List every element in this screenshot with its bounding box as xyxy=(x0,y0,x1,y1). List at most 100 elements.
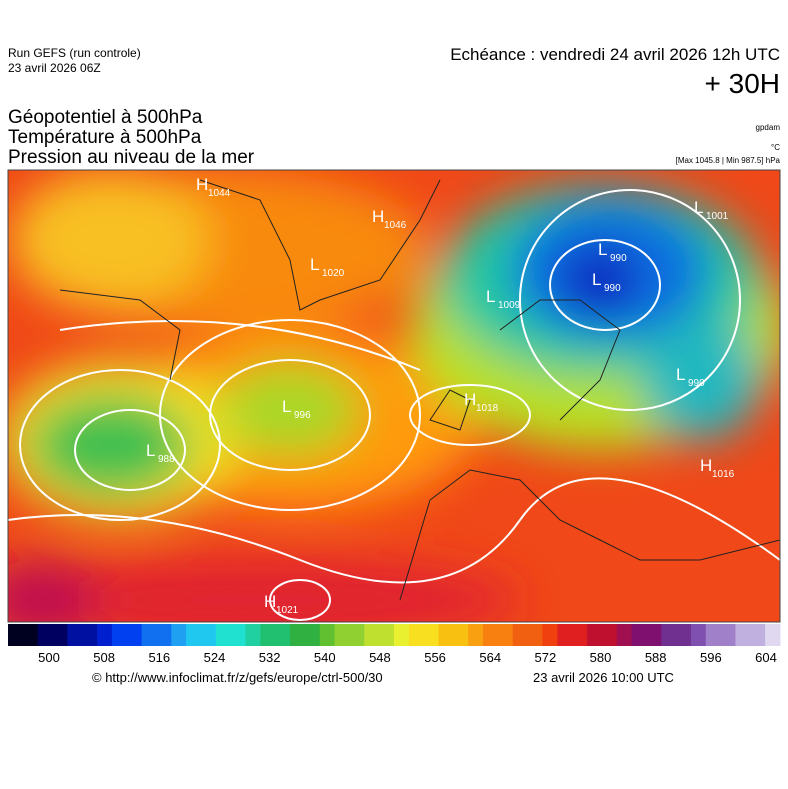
colorbar-swatch xyxy=(750,624,766,646)
system-value: 990 xyxy=(688,378,705,389)
system-value: 996 xyxy=(294,410,311,421)
field xyxy=(8,170,780,622)
colorbar-swatch xyxy=(483,624,499,646)
lead-time: + 30H xyxy=(704,68,781,99)
title-1: Géopotentiel à 500hPa xyxy=(8,107,203,128)
colorbar-swatch xyxy=(661,624,677,646)
colorbar-swatch xyxy=(690,624,707,646)
colorbar: 500 508 516 524 532 540 548 556 564 572 580 588 596 6… xyxy=(8,624,781,665)
system-symbol: H xyxy=(196,175,208,194)
system-value: 1018 xyxy=(476,403,499,414)
colorbar-tick-label: 540 xyxy=(314,650,336,665)
colorbar-swatch xyxy=(453,624,469,646)
colorbar-swatch xyxy=(572,624,588,646)
colorbar-swatch xyxy=(111,624,128,646)
system-symbol: L xyxy=(486,287,495,306)
colorbar-swatch xyxy=(230,624,247,646)
colorbar-swatch xyxy=(156,624,172,646)
colorbar-swatch xyxy=(646,624,662,646)
colorbar-tick-label: 596 xyxy=(700,650,722,665)
colorbar-swatch xyxy=(349,624,365,646)
colorbar-swatch xyxy=(141,624,157,646)
system-value: 1016 xyxy=(712,469,735,480)
colorbar-swatch xyxy=(720,624,736,646)
colorbar-swatch xyxy=(408,624,425,646)
colorbar-swatch xyxy=(22,624,39,646)
colorbar-tick-label: 604 xyxy=(755,650,777,665)
run-date: 23 avril 2026 06Z xyxy=(8,61,101,75)
system-value: 990 xyxy=(604,283,621,294)
colorbar-tick-label: 588 xyxy=(645,650,667,665)
footer-source: © http://www.infoclimat.fr/z/gefs/europe… xyxy=(92,670,383,685)
colorbar-swatch xyxy=(601,624,618,646)
system-value: 1001 xyxy=(706,211,729,222)
colorbar-swatch xyxy=(82,624,98,646)
title-3: Pression au niveau de la mer xyxy=(8,147,255,168)
title-2: Température à 500hPa xyxy=(8,127,202,148)
colorbar-swatch xyxy=(765,624,781,646)
colorbar-swatch xyxy=(379,624,395,646)
system-value: 1021 xyxy=(276,605,299,616)
system-symbol: L xyxy=(598,240,607,259)
system-value: 990 xyxy=(610,253,627,264)
system-value: 1009 xyxy=(498,300,521,311)
colorbar-swatch xyxy=(631,624,647,646)
unit-pressure: [Max 1045.8 | Min 987.5] hPa xyxy=(675,156,780,165)
unit-temp: °C xyxy=(771,143,780,152)
system-value: 1046 xyxy=(384,220,407,231)
colorbar-swatch xyxy=(8,624,24,646)
system-symbol: L xyxy=(146,441,155,460)
system-symbol: H xyxy=(372,207,384,226)
system-symbol: H xyxy=(700,456,712,475)
colorbar-swatch xyxy=(304,624,321,646)
colorbar-swatch xyxy=(423,624,440,646)
colorbar-swatch xyxy=(616,624,633,646)
colorbar-tick-label: 532 xyxy=(259,650,281,665)
colorbar-swatch xyxy=(587,624,603,646)
run-label: Run GEFS (run controle) xyxy=(8,46,141,60)
colorbar-swatch xyxy=(275,624,291,646)
colorbar-swatch xyxy=(67,624,83,646)
colorbar-swatch xyxy=(37,624,54,646)
colorbar-swatch xyxy=(512,624,529,646)
colorbar-swatch xyxy=(334,624,350,646)
unit-gpdam: gpdam xyxy=(755,123,780,132)
colorbar-swatch xyxy=(52,624,68,646)
system-symbol: L xyxy=(592,270,601,289)
system-symbol: L xyxy=(282,397,291,416)
system-symbol: L xyxy=(676,365,685,384)
system-symbol: L xyxy=(694,198,703,217)
colorbar-tick-label: 500 xyxy=(38,650,60,665)
colorbar-tick-label: 572 xyxy=(535,650,557,665)
colorbar-swatch xyxy=(364,624,380,646)
colorbar-tick-label: 580 xyxy=(590,650,612,665)
colorbar-swatch xyxy=(126,624,143,646)
map-frame xyxy=(7,169,781,623)
colorbar-swatch xyxy=(394,624,410,646)
echeance: Echéance : vendredi 24 avril 2026 12h UT… xyxy=(450,45,780,64)
colorbar-tick-label: 524 xyxy=(204,650,226,665)
colorbar-swatch xyxy=(201,624,217,646)
colorbar-tick-label: 508 xyxy=(93,650,115,665)
system-value: 1044 xyxy=(208,188,231,199)
colorbar-swatch xyxy=(245,624,261,646)
colorbar-tick-label: 564 xyxy=(479,650,501,665)
colorbar-swatch xyxy=(705,624,722,646)
footer-issued: 23 avril 2026 10:00 UTC xyxy=(533,670,674,685)
colorbar-swatch xyxy=(260,624,276,646)
colorbar-swatch xyxy=(186,624,202,646)
colorbar-tick-label: 516 xyxy=(148,650,170,665)
colorbar-swatch xyxy=(290,624,306,646)
system-value: 1020 xyxy=(322,268,345,279)
colorbar-swatch xyxy=(468,624,484,646)
map: 500 508 516 524 532 540 548 556 564 572 580 588 596 6… xyxy=(7,169,781,665)
colorbar-swatch xyxy=(171,624,187,646)
colorbar-swatch xyxy=(438,624,454,646)
colorbar-tick-label: 556 xyxy=(424,650,446,665)
colorbar-swatch xyxy=(319,624,336,646)
system-value: 988 xyxy=(158,454,175,465)
system-symbol: H xyxy=(464,390,476,409)
colorbar-swatch xyxy=(497,624,514,646)
colorbar-swatch xyxy=(215,624,232,646)
